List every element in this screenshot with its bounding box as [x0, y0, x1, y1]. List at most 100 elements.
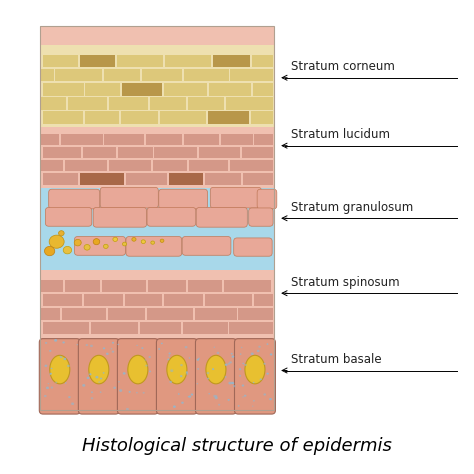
Bar — [40, 160, 64, 172]
Ellipse shape — [89, 356, 109, 384]
Ellipse shape — [106, 353, 109, 355]
Ellipse shape — [258, 346, 261, 348]
Ellipse shape — [51, 368, 53, 369]
Ellipse shape — [112, 351, 114, 353]
Ellipse shape — [178, 393, 180, 395]
Ellipse shape — [252, 406, 254, 407]
Ellipse shape — [215, 397, 218, 399]
Ellipse shape — [123, 372, 126, 374]
Bar — [188, 280, 222, 292]
Ellipse shape — [122, 242, 127, 246]
FancyBboxPatch shape — [118, 338, 158, 414]
Ellipse shape — [60, 356, 61, 357]
Ellipse shape — [49, 235, 64, 248]
Ellipse shape — [228, 382, 232, 384]
Ellipse shape — [141, 240, 146, 244]
Ellipse shape — [146, 365, 148, 367]
Bar — [229, 322, 273, 335]
Ellipse shape — [145, 359, 146, 361]
FancyBboxPatch shape — [257, 189, 277, 209]
Ellipse shape — [98, 381, 100, 383]
Ellipse shape — [197, 368, 199, 370]
Ellipse shape — [128, 356, 148, 384]
Ellipse shape — [225, 376, 227, 378]
Ellipse shape — [270, 353, 273, 356]
Ellipse shape — [251, 353, 254, 355]
Bar — [251, 111, 273, 124]
Bar — [43, 147, 82, 158]
Text: Stratum basale: Stratum basale — [291, 353, 382, 366]
Ellipse shape — [119, 389, 122, 392]
Ellipse shape — [242, 384, 244, 387]
Bar — [208, 111, 249, 124]
Ellipse shape — [149, 371, 151, 372]
Ellipse shape — [158, 348, 160, 350]
Ellipse shape — [63, 341, 65, 344]
Ellipse shape — [180, 364, 183, 366]
Bar — [40, 270, 274, 337]
Ellipse shape — [167, 358, 169, 360]
Ellipse shape — [113, 237, 118, 241]
Bar — [160, 111, 206, 124]
Bar — [61, 134, 102, 145]
Ellipse shape — [228, 363, 230, 365]
FancyBboxPatch shape — [196, 208, 247, 227]
Ellipse shape — [240, 354, 241, 355]
Ellipse shape — [245, 356, 265, 384]
Ellipse shape — [242, 396, 244, 398]
Bar — [155, 147, 197, 158]
Ellipse shape — [128, 391, 131, 393]
Ellipse shape — [181, 401, 184, 404]
Bar — [164, 294, 203, 306]
FancyBboxPatch shape — [100, 187, 158, 208]
Ellipse shape — [239, 368, 241, 370]
Ellipse shape — [188, 396, 189, 397]
Ellipse shape — [111, 348, 112, 349]
Bar — [142, 69, 182, 82]
Ellipse shape — [218, 404, 220, 406]
Ellipse shape — [212, 368, 214, 370]
Ellipse shape — [112, 342, 114, 344]
Ellipse shape — [208, 393, 210, 394]
Ellipse shape — [241, 347, 243, 348]
Ellipse shape — [233, 385, 236, 387]
Ellipse shape — [60, 356, 63, 358]
Ellipse shape — [58, 231, 64, 236]
Bar — [85, 83, 120, 96]
Bar — [189, 160, 228, 172]
Bar — [205, 173, 241, 184]
Ellipse shape — [103, 244, 108, 248]
Ellipse shape — [93, 238, 100, 245]
Ellipse shape — [45, 246, 55, 256]
Bar — [108, 308, 145, 320]
FancyBboxPatch shape — [156, 338, 197, 414]
Ellipse shape — [197, 383, 198, 384]
FancyBboxPatch shape — [235, 338, 275, 414]
Ellipse shape — [213, 395, 217, 398]
Ellipse shape — [206, 356, 226, 384]
Ellipse shape — [198, 357, 200, 359]
Ellipse shape — [214, 346, 215, 348]
Ellipse shape — [90, 345, 93, 347]
Ellipse shape — [85, 344, 88, 346]
Bar — [109, 97, 148, 109]
Ellipse shape — [228, 399, 230, 401]
Bar — [43, 55, 78, 67]
Ellipse shape — [118, 344, 119, 345]
FancyBboxPatch shape — [78, 338, 119, 414]
Bar — [184, 134, 219, 145]
Ellipse shape — [216, 395, 218, 397]
Bar — [146, 134, 182, 145]
Ellipse shape — [50, 373, 52, 374]
Ellipse shape — [231, 353, 233, 355]
Bar — [40, 188, 274, 270]
Ellipse shape — [89, 374, 91, 375]
Bar — [55, 69, 102, 82]
Text: Histological structure of epidermis: Histological structure of epidermis — [82, 437, 392, 455]
Bar — [91, 322, 138, 335]
FancyBboxPatch shape — [147, 208, 196, 226]
Ellipse shape — [67, 365, 70, 367]
Bar — [40, 308, 60, 320]
Ellipse shape — [170, 369, 173, 372]
FancyBboxPatch shape — [126, 237, 182, 256]
